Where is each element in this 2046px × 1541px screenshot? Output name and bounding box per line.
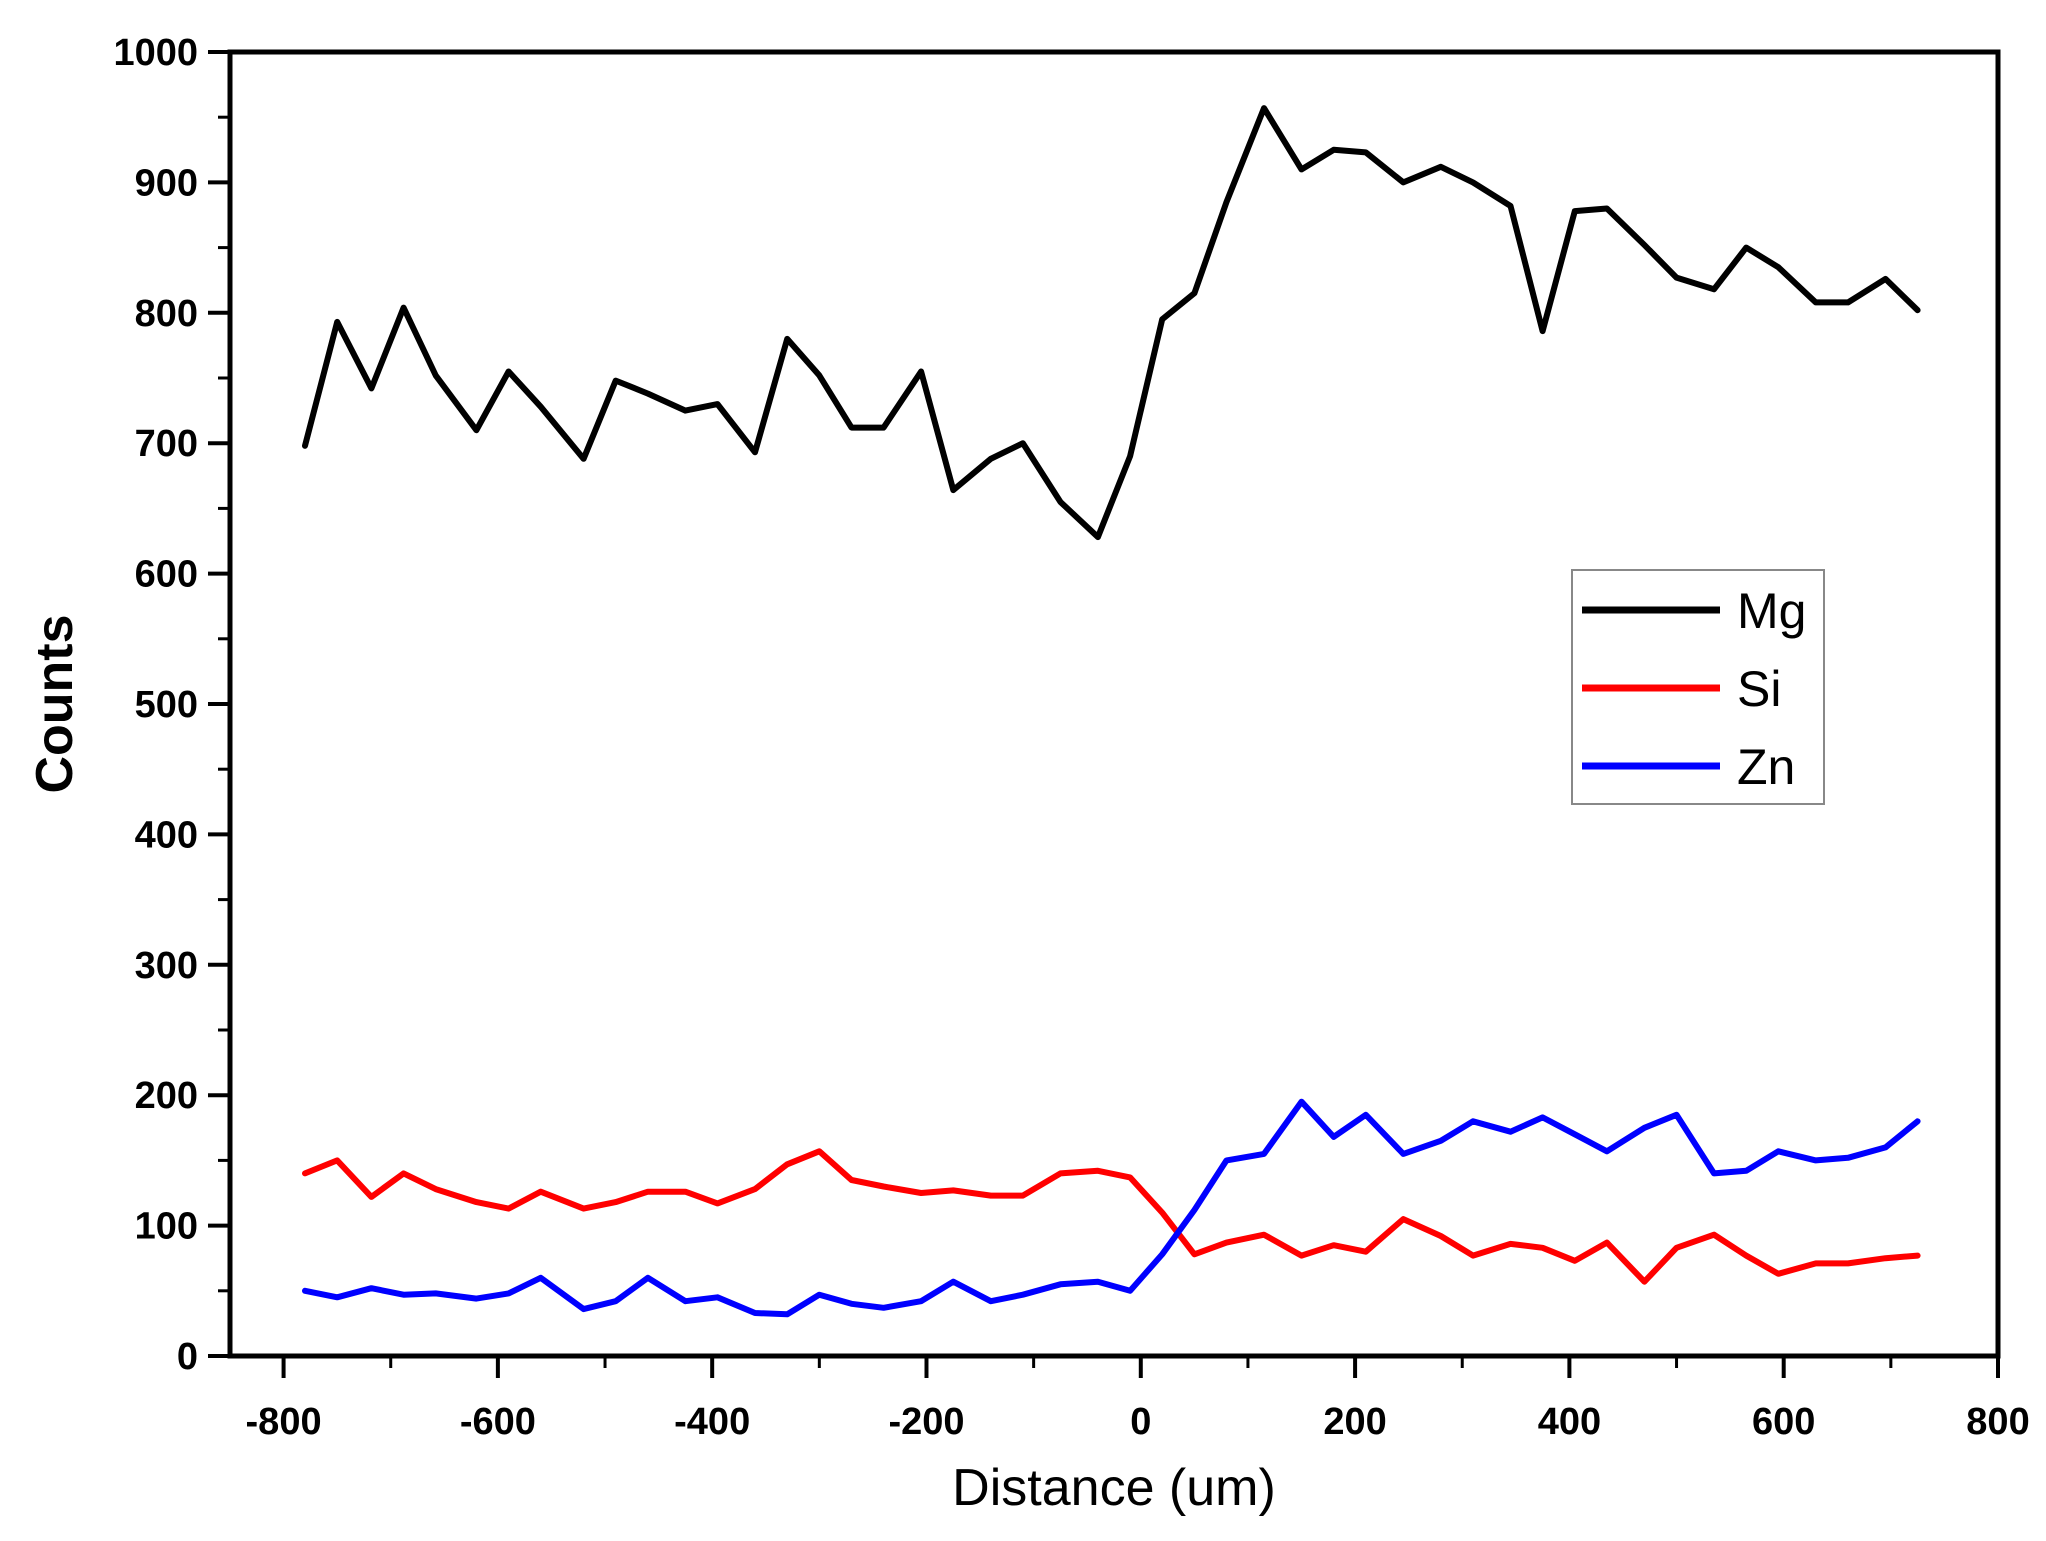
x-tick-label: -200 — [888, 1401, 964, 1443]
y-axis-ticks — [208, 50, 230, 1358]
y-tick-label: 300 — [135, 945, 198, 987]
x-tick-label: 0 — [1130, 1401, 1151, 1443]
y-tick-label: 100 — [135, 1206, 198, 1248]
legend: Mg Si Zn — [1571, 569, 1825, 805]
y-tick-label: 600 — [135, 554, 198, 596]
y-tick-label: 900 — [135, 162, 198, 204]
x-tick-label: -600 — [460, 1401, 536, 1443]
legend-label-si: Si — [1737, 661, 1781, 717]
series-line-mg — [302, 105, 1921, 541]
series-lines — [302, 105, 1921, 1318]
y-tick-label: 0 — [177, 1336, 198, 1378]
x-tick-label: -800 — [246, 1401, 322, 1443]
y-axis-title: Counts — [26, 614, 84, 793]
y-tick-label: 400 — [135, 814, 198, 856]
y-tick-label: 1000 — [113, 32, 198, 74]
x-tick-label: 600 — [1752, 1401, 1815, 1443]
series-line-zn — [302, 1098, 1921, 1318]
y-tick-label: 700 — [135, 423, 198, 465]
x-tick-label: -400 — [674, 1401, 750, 1443]
x-tick-label: 200 — [1323, 1401, 1386, 1443]
x-axis-ticks — [281, 1356, 2000, 1378]
x-tick-label: 400 — [1538, 1401, 1601, 1443]
y-tick-labels: 0 100 200 300 400 500 600 700 800 900 1000 — [113, 32, 198, 1378]
y-tick-label: 800 — [135, 293, 198, 335]
y-tick-label: 200 — [135, 1075, 198, 1117]
series-line-si — [302, 1148, 1921, 1285]
legend-label-zn: Zn — [1737, 739, 1795, 795]
x-tick-labels: -800 -600 -400 -200 0 200 400 600 800 — [246, 1401, 2030, 1443]
y-tick-label: 500 — [135, 684, 198, 726]
x-tick-label: 800 — [1966, 1401, 2029, 1443]
legend-entries: Mg Si Zn — [1582, 583, 1806, 795]
x-axis-title: Distance (um) — [952, 1459, 1276, 1517]
legend-label-mg: Mg — [1737, 583, 1806, 639]
